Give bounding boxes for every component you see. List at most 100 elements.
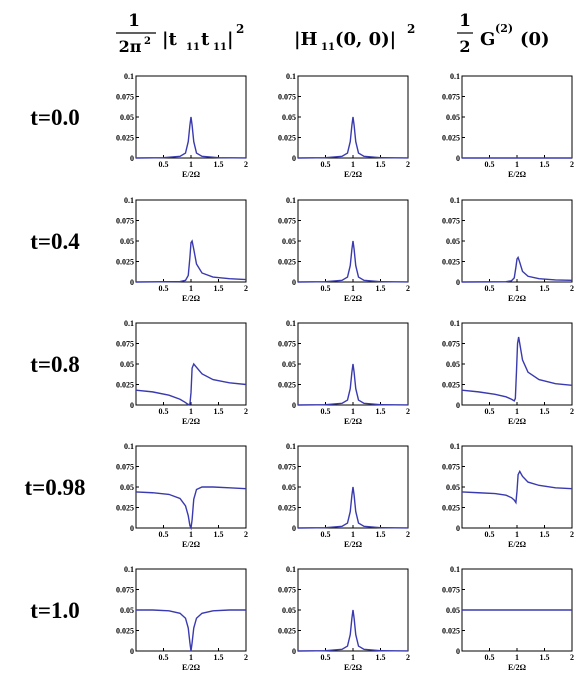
row-label-0: t=0.0 <box>30 105 80 130</box>
y-tick-label: 0.05 <box>446 113 460 122</box>
y-tick-label: 0.025 <box>442 627 460 636</box>
series-line <box>461 255 573 283</box>
series-line <box>297 486 409 529</box>
x-tick-label: 1.5 <box>214 160 224 169</box>
header-1-fraction-denominator: 2π <box>119 37 142 56</box>
y-tick-label: 0 <box>456 154 460 163</box>
series-line <box>297 609 409 652</box>
y-tick-label: 0.025 <box>116 504 134 513</box>
x-axis-label: E/2Ω <box>508 170 527 179</box>
x-axis-label: E/2Ω <box>344 417 363 426</box>
y-tick-label: 0.025 <box>442 258 460 267</box>
x-tick-label: 0.5 <box>321 407 331 416</box>
x-tick-label: 1.5 <box>214 284 224 293</box>
x-tick-label: 2 <box>570 530 574 539</box>
y-tick-label: 0.1 <box>450 319 460 328</box>
series-line <box>136 609 246 652</box>
x-axis-label: E/2Ω <box>508 540 527 549</box>
x-tick-label: 2 <box>406 407 410 416</box>
x-tick-label: 1 <box>189 284 193 293</box>
y-tick-label: 0.05 <box>446 606 460 615</box>
y-tick-label: 0.025 <box>278 504 296 513</box>
x-axis-label: E/2Ω <box>182 170 201 179</box>
panel-r4-c0: 0 0.025 0.05 0.075 0.1 0.5 1 1.5 2 E/2Ω <box>116 565 248 672</box>
y-tick-label: 0.05 <box>446 360 460 369</box>
y-tick-label: 0.025 <box>442 134 460 143</box>
x-tick-label: 2 <box>406 284 410 293</box>
y-tick-label: 0.05 <box>446 237 460 246</box>
y-tick-label: 0.025 <box>442 504 460 513</box>
y-tick-label: 0.1 <box>286 442 296 451</box>
y-tick-label: 0.1 <box>124 72 134 81</box>
y-tick-label: 0.05 <box>282 113 296 122</box>
x-tick-label: 0.5 <box>159 653 169 662</box>
y-tick-label: 0.05 <box>282 237 296 246</box>
column-header-3: 1 2 G (2) (0) <box>457 11 550 56</box>
x-axis-label: E/2Ω <box>344 294 363 303</box>
series-line <box>297 116 409 159</box>
y-tick-label: 0 <box>456 647 460 656</box>
y-tick-label: 0.075 <box>116 217 134 226</box>
x-tick-label: 0.5 <box>485 160 495 169</box>
y-tick-label: 0 <box>130 278 134 287</box>
header-3-fraction-numerator: 1 <box>459 11 471 31</box>
panel-grid: t=0.0 0 0.025 0.05 0.075 0.1 0.5 1 1.5 2 E/2Ω 0 0.02… <box>24 72 574 672</box>
row-label-1: t=0.4 <box>30 229 80 254</box>
x-tick-label: 0.5 <box>485 653 495 662</box>
y-tick-label: 0 <box>130 524 134 533</box>
x-tick-label: 2 <box>244 160 248 169</box>
y-tick-label: 0.075 <box>442 217 460 226</box>
plot-frame <box>461 199 573 283</box>
y-tick-label: 0 <box>130 154 134 163</box>
header-1-subscript-2: 11 <box>213 42 227 53</box>
y-tick-label: 0 <box>456 524 460 533</box>
x-tick-label: 1.5 <box>540 160 550 169</box>
x-tick-label: 1 <box>351 284 355 293</box>
y-tick-label: 0.075 <box>278 217 296 226</box>
y-tick-label: 0.05 <box>120 237 134 246</box>
header-1-subscript-1: 11 <box>186 42 200 53</box>
x-tick-label: 1 <box>189 160 193 169</box>
y-tick-label: 0 <box>456 401 460 410</box>
x-tick-label: 2 <box>570 284 574 293</box>
x-tick-label: 1.5 <box>214 530 224 539</box>
y-tick-label: 0.025 <box>278 627 296 636</box>
header-1-body: |t <box>162 29 178 50</box>
y-tick-label: 0.075 <box>116 93 134 102</box>
panel-r4-c2: 0 0.025 0.05 0.075 0.1 0.5 1 1.5 2 E/2Ω <box>442 565 574 672</box>
x-axis-label: E/2Ω <box>344 540 363 549</box>
x-tick-label: 0.5 <box>485 530 495 539</box>
x-tick-label: 1.5 <box>214 653 224 662</box>
x-axis-label: E/2Ω <box>182 417 201 426</box>
header-1-tail: | <box>227 29 234 50</box>
y-tick-label: 0.1 <box>286 565 296 574</box>
y-tick-label: 0.05 <box>446 483 460 492</box>
x-tick-label: 0.5 <box>159 284 169 293</box>
x-tick-label: 1.5 <box>540 530 550 539</box>
y-tick-label: 0 <box>292 278 296 287</box>
series-line <box>297 363 409 406</box>
panel-r0-c1: 0 0.025 0.05 0.075 0.1 0.5 1 1.5 2 E/2Ω <box>278 72 410 179</box>
series-line <box>461 469 573 505</box>
x-tick-label: 1.5 <box>376 160 386 169</box>
x-tick-label: 1.5 <box>540 653 550 662</box>
panel-r1-c2: 0 0.025 0.05 0.075 0.1 0.5 1 1.5 2 E/2Ω <box>442 196 574 303</box>
header-2-arguments: (0, 0)| <box>335 29 396 50</box>
panel-r3-c0: 0 0.025 0.05 0.075 0.1 0.5 1 1.5 2 E/2Ω <box>116 442 248 549</box>
y-tick-label: 0.025 <box>116 381 134 390</box>
row-label-3: t=0.98 <box>24 475 85 500</box>
y-tick-label: 0.075 <box>278 586 296 595</box>
x-tick-label: 2 <box>570 160 574 169</box>
x-axis-label: E/2Ω <box>182 294 201 303</box>
x-tick-label: 0.5 <box>159 160 169 169</box>
header-1-middle: t <box>201 29 210 50</box>
x-tick-label: 0.5 <box>321 160 331 169</box>
x-tick-label: 2 <box>570 653 574 662</box>
x-tick-label: 2 <box>406 530 410 539</box>
x-tick-label: 1 <box>189 407 193 416</box>
header-2-body: |H <box>294 29 318 50</box>
header-1-exponent: 2 <box>236 22 244 36</box>
plot-frame <box>461 75 573 159</box>
row-label-4: t=1.0 <box>30 598 80 623</box>
